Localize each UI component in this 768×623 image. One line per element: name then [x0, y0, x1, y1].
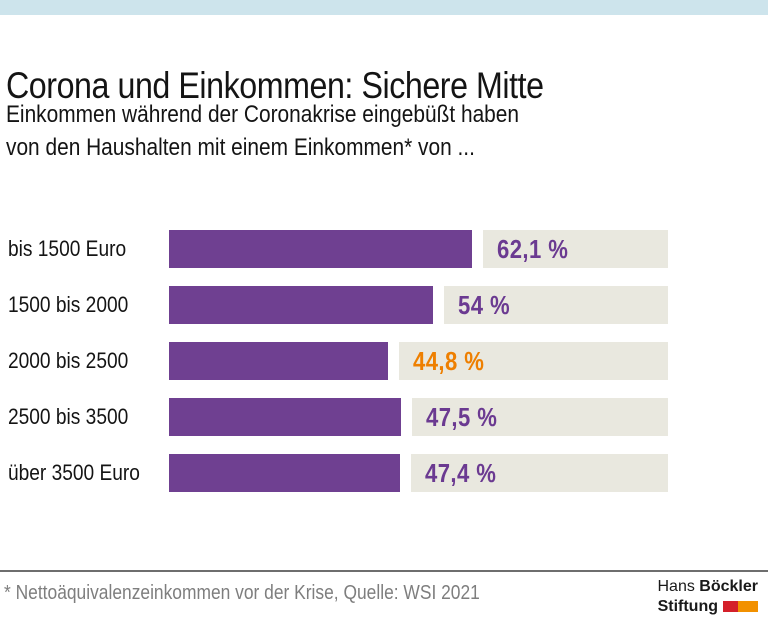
chart-row: 2000 bis 2500 44,8 % — [0, 342, 768, 380]
category-label: bis 1500 Euro — [0, 236, 169, 262]
hans-boeckler-stiftung-logo: Hans Böckler Stiftung — [657, 577, 758, 617]
value-label: 54 % — [457, 289, 510, 320]
logo-stiftung: Stiftung — [657, 598, 718, 615]
value-label: 62,1 % — [497, 233, 569, 264]
value-label: 44,8 % — [412, 345, 484, 376]
chart-row: 2500 bis 3500 47,5 % — [0, 398, 768, 436]
value-track: 47,4 % — [411, 454, 668, 492]
logo-line-2: Stiftung — [657, 597, 758, 617]
subtitle-line-1: Einkommen während der Coronakrise eingeb… — [6, 101, 520, 128]
category-label: 1500 bis 2000 — [0, 292, 169, 318]
value-label: 47,5 % — [425, 401, 498, 432]
category-label: 2000 bis 2500 — [0, 348, 169, 374]
category-label-text: bis 1500 Euro — [8, 236, 127, 261]
subtitle-line-2: von den Haushalten mit einem Einkommen* … — [6, 134, 475, 161]
top-accent-band — [0, 0, 768, 15]
logo-mark-red-icon — [723, 601, 738, 612]
chart-rows: bis 1500 Euro 62,1 % 1500 bis 2000 54 % 2000… — [0, 230, 768, 510]
page-title-text: Corona und Einkommen: Sichere Mitte — [6, 64, 544, 106]
value-track: 54 % — [443, 286, 668, 324]
value-track: 62,1 % — [483, 230, 668, 268]
value-track: 44,8 % — [398, 342, 668, 380]
value-label: 47,4 % — [425, 457, 497, 488]
bar — [169, 286, 433, 324]
logo-boeckler: Böckler — [699, 578, 758, 595]
category-label: über 3500 Euro — [0, 460, 169, 486]
category-label-text: über 3500 Euro — [8, 460, 140, 485]
category-label-text: 1500 bis 2000 — [8, 292, 129, 317]
logo-line-1: Hans Böckler — [657, 577, 758, 597]
category-label: 2500 bis 3500 — [0, 404, 169, 430]
chart-row: bis 1500 Euro 62,1 % — [0, 230, 768, 268]
footnote-text: * Nettoäquivalenzeinkommen vor der Krise… — [4, 582, 480, 604]
category-label-text: 2000 bis 2500 — [8, 348, 129, 373]
bar — [169, 230, 473, 268]
bar — [169, 342, 388, 380]
footnote: * Nettoäquivalenzeinkommen vor der Krise… — [4, 582, 551, 605]
category-label-text: 2500 bis 3500 — [8, 404, 129, 429]
chart-row: über 3500 Euro 47,4 % — [0, 454, 768, 492]
footer-divider — [0, 570, 768, 572]
chart-row: 1500 bis 2000 54 % — [0, 286, 768, 324]
bar — [169, 398, 401, 436]
page-title: Corona und Einkommen: Sichere Mitte — [6, 65, 624, 107]
value-track: 47,5 % — [411, 398, 668, 436]
logo-marks — [723, 597, 758, 617]
chart-subtitle: Einkommen während der Coronakrise eingeb… — [6, 98, 596, 164]
logo-hans: Hans — [657, 578, 695, 595]
logo-mark-orange-icon — [738, 601, 758, 612]
bar — [169, 454, 401, 492]
